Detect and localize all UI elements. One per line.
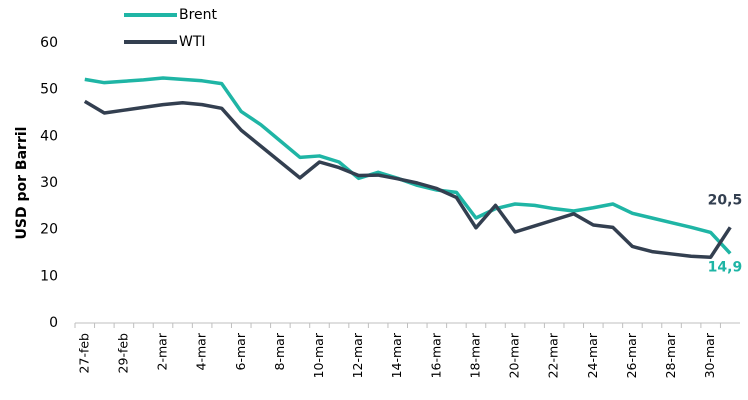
- x-tick-label: 6-mar: [233, 332, 248, 370]
- legend-label: WTI: [179, 34, 206, 50]
- x-tick-label: 28-mar: [663, 332, 678, 378]
- y-tick-label: 40: [40, 128, 58, 144]
- x-tick-label: 27-feb: [76, 333, 91, 374]
- data-label: 14,9: [708, 259, 743, 275]
- x-tick-label: 22-mar: [546, 332, 561, 378]
- y-tick-label: 0: [49, 315, 58, 331]
- y-tick-label: 50: [40, 82, 58, 98]
- x-tick-label: 18-mar: [467, 332, 482, 378]
- x-tick-label: 8-mar: [272, 332, 287, 370]
- y-tick-label: 60: [40, 35, 58, 51]
- y-axis-label: USD por Barril: [14, 127, 30, 240]
- x-tick-label: 16-mar: [428, 332, 443, 378]
- x-tick-label: 10-mar: [311, 332, 326, 378]
- x-tick-label: 26-mar: [624, 332, 639, 378]
- x-tick-label: 12-mar: [350, 332, 365, 378]
- x-tick-label: 24-mar: [585, 332, 600, 378]
- x-tick-label: 20-mar: [507, 332, 522, 378]
- x-tick-label: 4-mar: [194, 332, 209, 370]
- x-tick-label: 30-mar: [702, 332, 717, 378]
- legend-label: Brent: [179, 7, 218, 23]
- y-tick-label: 30: [40, 175, 58, 191]
- data-label: 20,5: [708, 192, 743, 208]
- y-tick-label: 20: [40, 222, 58, 238]
- line-series: [83, 99, 732, 259]
- x-tick-label: 29-feb: [115, 333, 130, 374]
- x-tick-label: 14-mar: [389, 332, 404, 378]
- y-tick-label: 10: [40, 268, 58, 284]
- x-tick-label: 2-mar: [155, 332, 170, 370]
